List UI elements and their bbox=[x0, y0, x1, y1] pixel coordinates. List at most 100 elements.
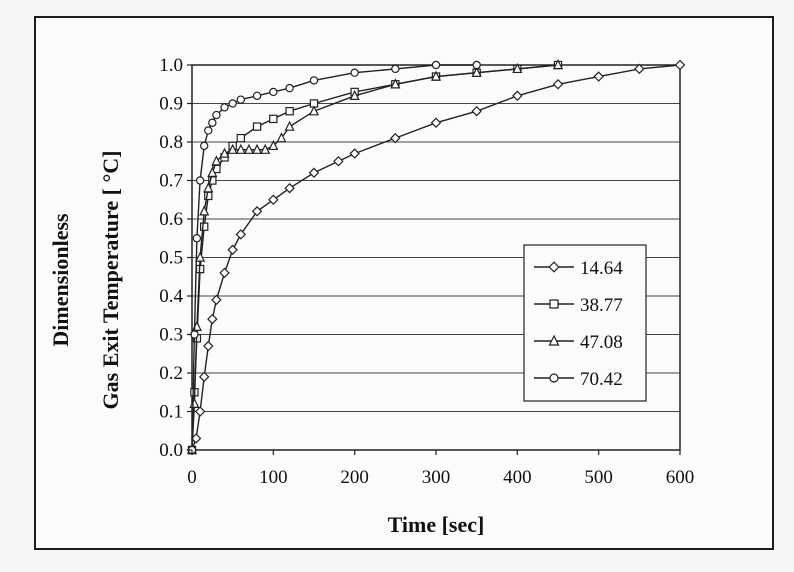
legend-item: 70.42 bbox=[534, 369, 623, 390]
triangle-marker bbox=[268, 139, 279, 151]
circle-marker bbox=[212, 110, 221, 120]
diamond-marker bbox=[674, 59, 686, 71]
legend-label: 38.77 bbox=[580, 295, 623, 316]
chart-frame: 0.0 0.1 0.2 0.3 0.4 0.5 0.6 0.7 0.8 0.9 1.0 0 100 200… bbox=[34, 16, 774, 550]
series-line bbox=[191, 64, 681, 451]
circle-marker bbox=[269, 87, 278, 97]
square-marker bbox=[269, 114, 278, 124]
diamond-marker bbox=[634, 63, 645, 75]
diamond-marker bbox=[207, 313, 218, 325]
legend-label: 14.64 bbox=[580, 258, 623, 279]
diamond-marker bbox=[552, 79, 564, 90]
legend: 14.64 38.77 47.08 70.42 bbox=[523, 244, 647, 402]
circle-marker bbox=[549, 373, 559, 383]
y-tick-label: 0.1 bbox=[159, 402, 183, 423]
triangle-marker bbox=[243, 143, 255, 154]
series-70.42 bbox=[187, 60, 481, 455]
triangle-marker bbox=[349, 89, 360, 101]
triangle-marker bbox=[260, 143, 271, 154]
circle-marker bbox=[228, 99, 237, 108]
circle-marker bbox=[252, 91, 262, 101]
triangle-marker bbox=[199, 205, 210, 216]
y-tick-label: 0.3 bbox=[159, 325, 183, 346]
y-tick-label: 0.8 bbox=[159, 132, 183, 153]
legend-item: 14.64 bbox=[534, 258, 623, 279]
triangle-marker bbox=[195, 251, 206, 262]
diamond-marker bbox=[390, 132, 401, 144]
circle-marker bbox=[208, 118, 217, 127]
y-tick-label: 0.9 bbox=[159, 94, 183, 115]
diamond-marker bbox=[333, 156, 344, 167]
circle-marker bbox=[431, 60, 441, 70]
triangle-marker bbox=[219, 147, 230, 158]
square-marker bbox=[204, 191, 213, 201]
triangle-marker bbox=[207, 166, 218, 177]
circle-marker bbox=[472, 60, 481, 70]
diamond-marker bbox=[471, 105, 482, 117]
diamond-marker bbox=[593, 71, 604, 82]
triangle-marker bbox=[552, 59, 564, 70]
legend-item: 47.08 bbox=[534, 332, 623, 353]
triangle-marker bbox=[430, 70, 442, 81]
square-marker bbox=[285, 106, 294, 116]
diamond-marker bbox=[235, 229, 247, 240]
x-tick-label: 100 bbox=[259, 467, 288, 488]
diamond-marker bbox=[211, 294, 222, 306]
triangle-marker bbox=[471, 66, 482, 77]
triangle-marker bbox=[284, 120, 295, 131]
circle-marker bbox=[309, 76, 319, 85]
triangle-marker bbox=[390, 78, 401, 89]
diamond-marker bbox=[227, 244, 238, 256]
y-tick-label: 1.0 bbox=[159, 55, 183, 76]
circle-marker bbox=[204, 126, 213, 135]
y-tick-label: 0.0 bbox=[159, 440, 183, 461]
x-tick-label: 400 bbox=[503, 467, 532, 488]
diamond-marker bbox=[548, 261, 560, 273]
diamond-marker bbox=[308, 167, 320, 179]
diamond-marker bbox=[284, 182, 295, 194]
x-axis-title: Time [sec] bbox=[388, 512, 485, 537]
y-axis-title-line1: Dimensionless bbox=[48, 213, 73, 347]
circle-marker bbox=[236, 95, 245, 104]
x-tick-label: 500 bbox=[584, 467, 613, 488]
y-tick-label: 0.4 bbox=[159, 286, 183, 307]
circle-marker bbox=[220, 103, 229, 112]
y-tick-label: 0.6 bbox=[159, 209, 183, 230]
triangle-marker bbox=[211, 155, 222, 166]
diamond-marker bbox=[194, 406, 206, 417]
diamond-marker bbox=[219, 267, 230, 279]
circle-marker bbox=[285, 83, 294, 93]
diamond-marker bbox=[198, 371, 210, 383]
y-tick-label: 0.7 bbox=[159, 171, 183, 192]
line-chart: 0.0 0.1 0.2 0.3 0.4 0.5 0.6 0.7 0.8 0.9 1.0 0 100 200… bbox=[48, 55, 694, 537]
diamond-marker bbox=[349, 148, 360, 159]
diamond-marker bbox=[430, 117, 442, 128]
legend-label: 70.42 bbox=[580, 369, 623, 390]
x-tick-label: 200 bbox=[340, 467, 369, 488]
series-47.08 bbox=[186, 59, 564, 455]
triangle-marker bbox=[203, 182, 214, 193]
circle-marker bbox=[391, 64, 400, 74]
triangle-marker bbox=[308, 105, 320, 116]
square-marker bbox=[252, 122, 262, 131]
series-line bbox=[191, 64, 559, 451]
x-tick-label: 600 bbox=[666, 467, 695, 488]
triangle-marker bbox=[276, 132, 287, 143]
triangle-marker bbox=[251, 143, 263, 154]
triangle-marker bbox=[235, 143, 246, 154]
axes: 0.0 0.1 0.2 0.3 0.4 0.5 0.6 0.7 0.8 0.9 1.0 0 100 200… bbox=[159, 55, 694, 488]
triangle-marker bbox=[512, 62, 523, 74]
y-axis-title-line2: Gas Exit Temperature [ °C] bbox=[98, 151, 123, 410]
diamond-marker bbox=[251, 206, 263, 217]
y-tick-label: 0.2 bbox=[159, 363, 183, 384]
circle-marker bbox=[192, 234, 202, 243]
square-marker bbox=[549, 299, 559, 309]
diamond-marker bbox=[203, 340, 214, 352]
diamond-marker bbox=[512, 90, 523, 102]
diamond-marker bbox=[268, 194, 279, 205]
circle-marker bbox=[199, 141, 209, 151]
x-tick-label: 300 bbox=[422, 467, 451, 488]
circle-marker bbox=[195, 176, 205, 185]
y-tick-label: 0.5 bbox=[159, 248, 183, 269]
square-marker bbox=[236, 133, 245, 143]
